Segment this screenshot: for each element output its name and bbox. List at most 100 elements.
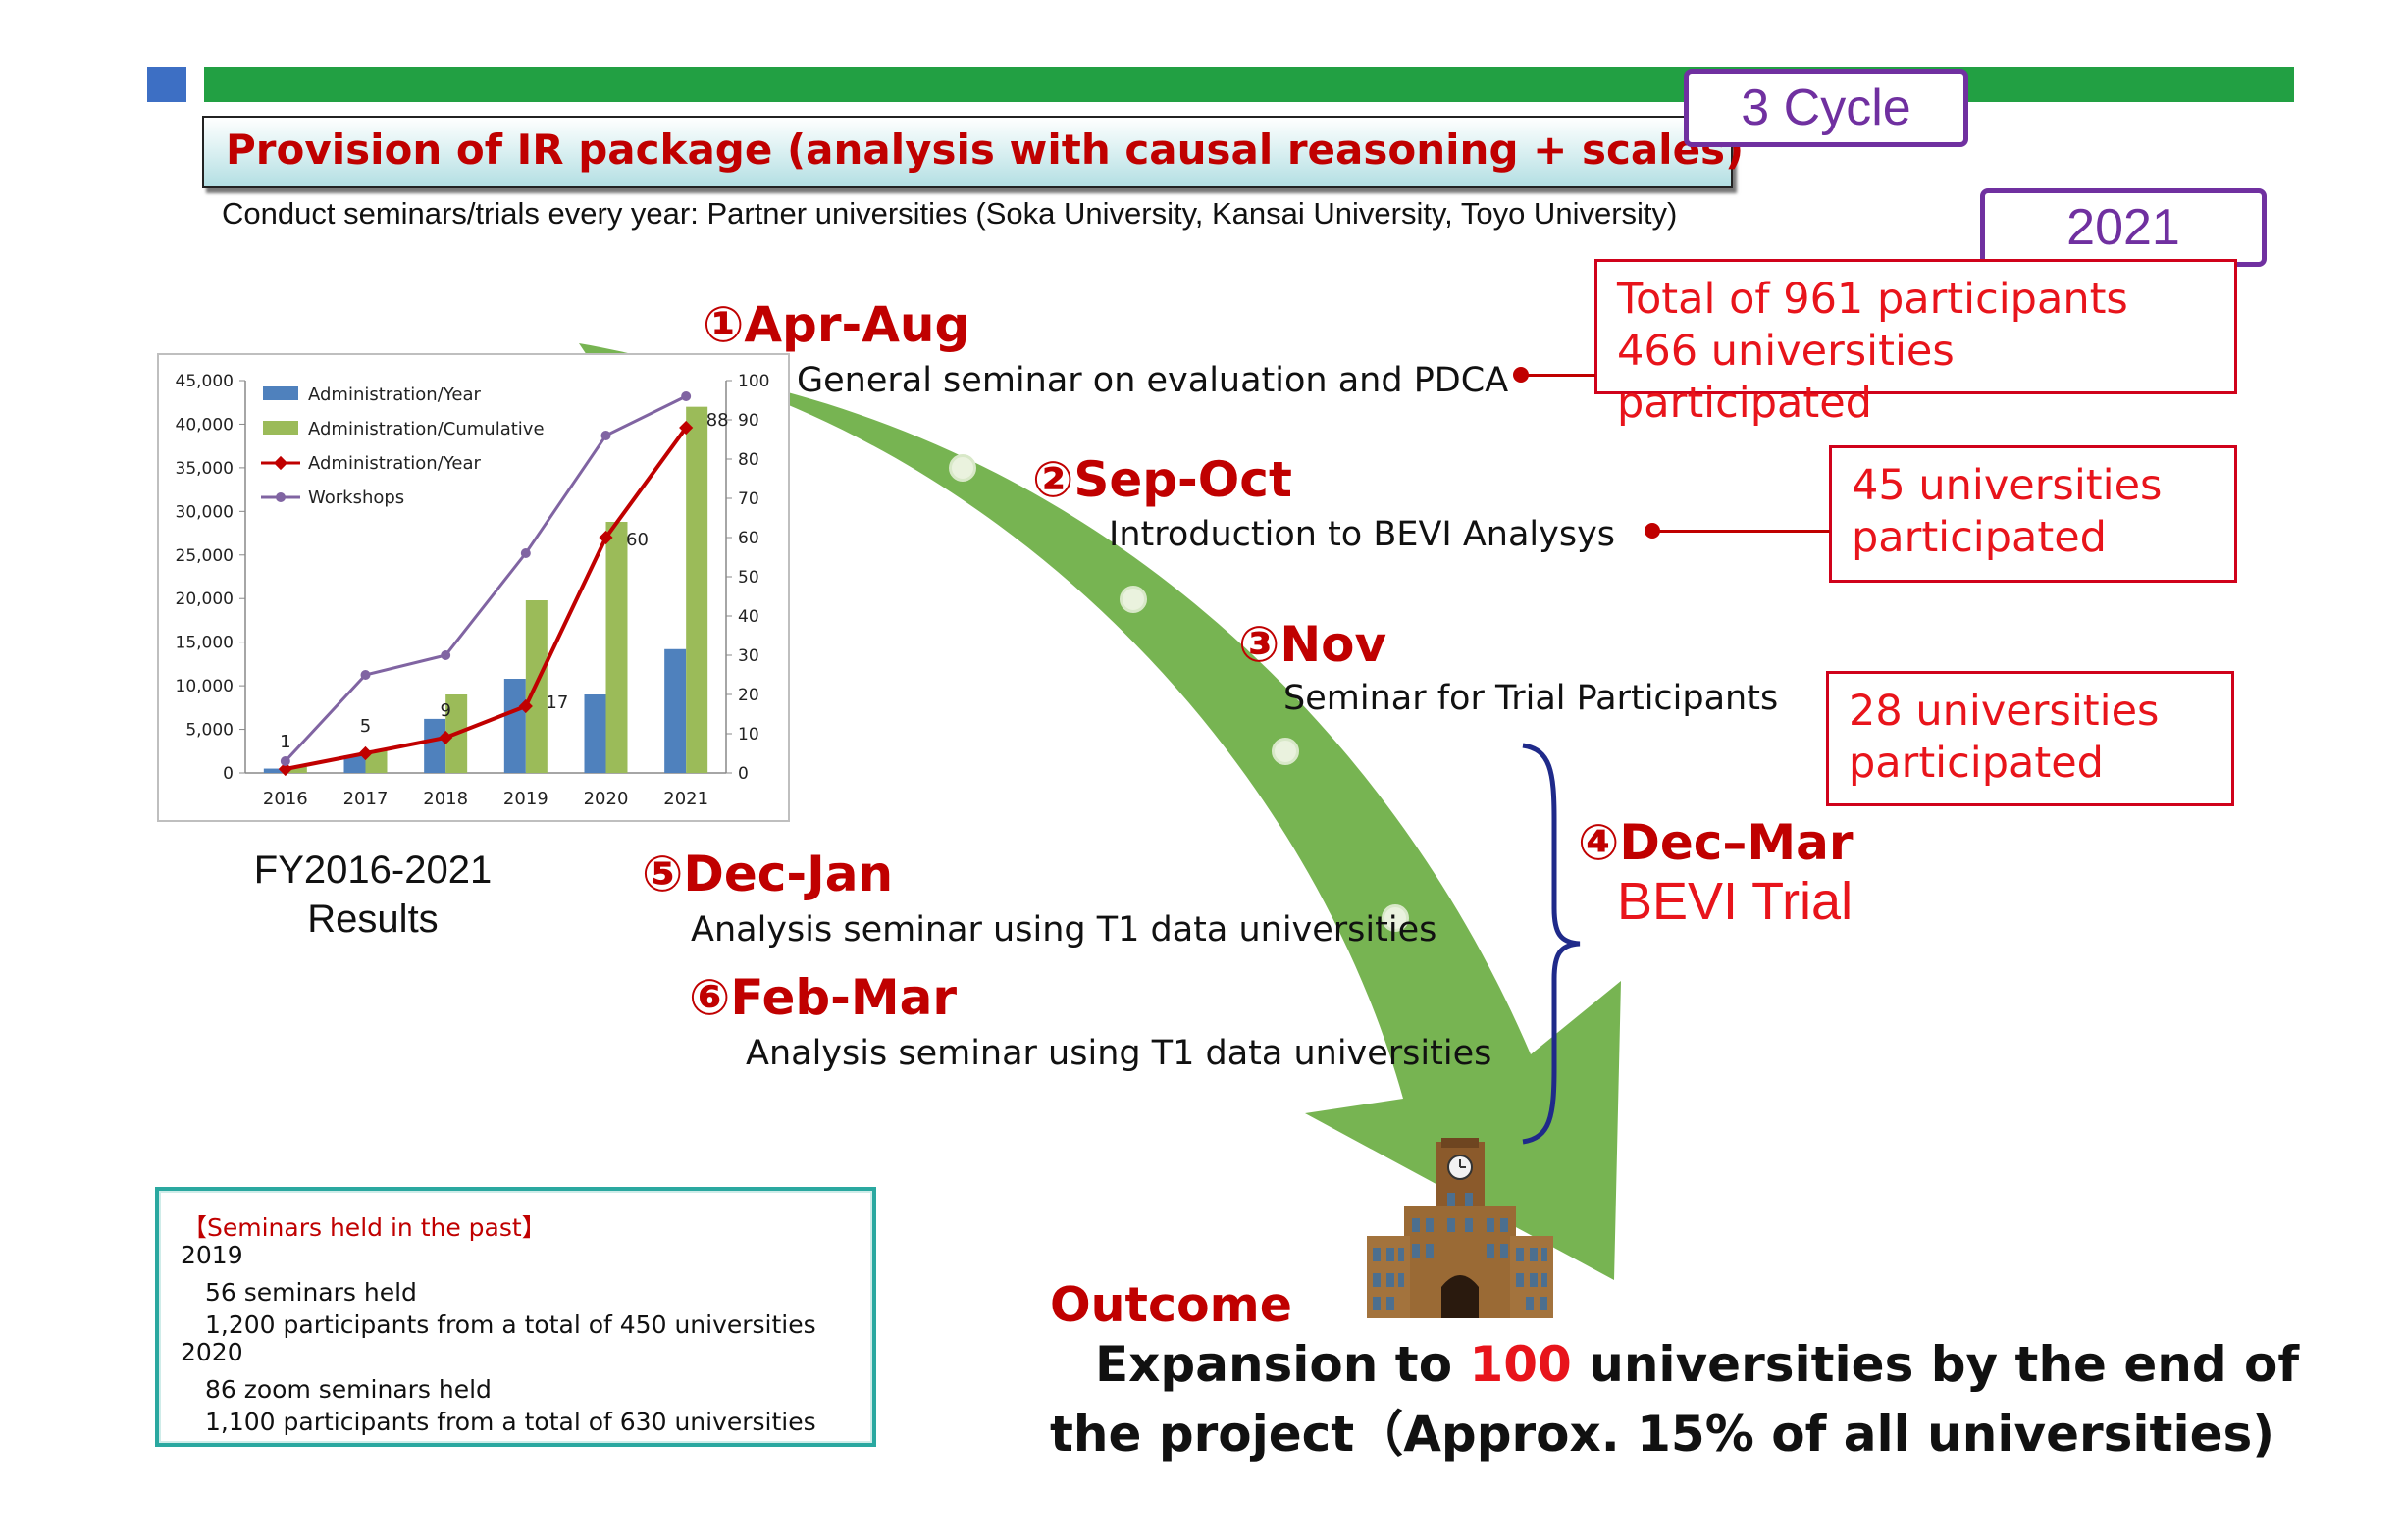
y-tick-label-left: 45,000 bbox=[176, 372, 234, 391]
chart-point bbox=[439, 730, 453, 745]
step-6-title: ⑥Feb-Mar bbox=[689, 969, 958, 1026]
step-3-title: ③Nov bbox=[1238, 616, 1387, 673]
y-tick-label-left: 10,000 bbox=[176, 677, 234, 696]
legend-label: Administration/Year bbox=[308, 385, 481, 405]
outcome-line-2: the project（Approx. 15% of all universit… bbox=[1050, 1406, 2275, 1463]
past-seminars-box: 【Seminars held in the past】 2019 56 semi… bbox=[155, 1187, 876, 1447]
page-title: Provision of IR package (analysis with c… bbox=[226, 126, 1745, 174]
x-tick-label: 2017 bbox=[343, 789, 389, 809]
y-tick-label-right: 20 bbox=[738, 686, 759, 705]
page-subtitle: Conduct seminars/trials every year: Part… bbox=[222, 196, 1678, 231]
step-4-title: ④Dec–Mar bbox=[1578, 814, 1854, 871]
y-tick-label-left: 5,000 bbox=[185, 721, 234, 741]
chart-point bbox=[278, 761, 292, 777]
connector-line-2 bbox=[1658, 530, 1830, 533]
chart-data-label: 88 bbox=[706, 410, 729, 431]
step-4-desc: BEVI Trial bbox=[1617, 872, 1854, 931]
chart-bar bbox=[503, 679, 526, 773]
connector-dot-2 bbox=[1645, 523, 1660, 539]
header-square bbox=[147, 67, 186, 102]
title-box: Provision of IR package (analysis with c… bbox=[202, 116, 1744, 188]
outcome-line-1: Expansion to 100 universities by the end… bbox=[1095, 1336, 2299, 1393]
timeline-dot-3 bbox=[1272, 738, 1299, 765]
chart-point bbox=[358, 745, 373, 761]
x-tick-label: 2019 bbox=[503, 789, 548, 809]
chart-bar bbox=[343, 755, 366, 773]
results-chart: 0 5,000 10,000 15,000 20,000 25,000 30,000 35,0… bbox=[157, 353, 790, 822]
chart-bar bbox=[424, 718, 446, 773]
outcome-text-pre: Expansion to bbox=[1095, 1336, 1470, 1393]
y-tick-label-left: 35,000 bbox=[176, 459, 234, 479]
y-tick-label-right: 50 bbox=[738, 568, 759, 588]
step-1-title: ①Apr-Aug bbox=[703, 296, 970, 353]
chart-bar bbox=[365, 749, 388, 773]
timeline-dot-1 bbox=[949, 454, 976, 482]
y-tick-label-right: 30 bbox=[738, 646, 759, 666]
chart-data-label: 1 bbox=[280, 732, 290, 752]
chart-data-label: 9 bbox=[440, 700, 450, 721]
timeline-dot-4 bbox=[1382, 904, 1409, 932]
chart-point bbox=[600, 431, 611, 440]
x-tick-label: 2016 bbox=[263, 789, 308, 809]
y-tick-label-right: 10 bbox=[738, 725, 759, 744]
y-tick-label-right: 0 bbox=[738, 764, 749, 784]
chart-point bbox=[360, 670, 371, 680]
legend-swatch bbox=[263, 386, 298, 400]
step-5-desc: Analysis seminar using T1 data universit… bbox=[691, 910, 1437, 950]
connector-dot-1 bbox=[1513, 367, 1529, 383]
university-building-icon bbox=[1367, 1138, 1553, 1318]
y-tick-label-left: 20,000 bbox=[176, 590, 234, 609]
chart-bar bbox=[263, 768, 286, 773]
year-badge: 2021 bbox=[1980, 188, 2267, 267]
past-line: 2019 bbox=[181, 1241, 243, 1269]
y-tick-label-left: 0 bbox=[223, 764, 234, 784]
y-tick-label-left: 40,000 bbox=[176, 415, 234, 435]
step-1-desc: General seminar on evaluation and PDCA bbox=[797, 361, 1509, 400]
past-line: 86 zoom seminars held bbox=[181, 1375, 492, 1404]
chart-point bbox=[681, 391, 692, 401]
connector-line-1 bbox=[1527, 374, 1595, 377]
chart-series-line bbox=[284, 394, 687, 763]
y-tick-label-right: 80 bbox=[738, 450, 759, 470]
legend-label: Administration/Year bbox=[308, 453, 481, 474]
outcome-label: Outcome bbox=[1050, 1277, 1292, 1333]
legend-label: Workshops bbox=[308, 488, 404, 508]
past-line: 2020 bbox=[181, 1338, 243, 1366]
chart-point bbox=[520, 548, 531, 558]
chart-bar bbox=[664, 648, 687, 773]
y-tick-label-left: 25,000 bbox=[176, 546, 234, 566]
past-line: 56 seminars held bbox=[181, 1278, 417, 1307]
past-seminars-heading: 【Seminars held in the past】 bbox=[183, 1213, 547, 1242]
step-6-desc: Analysis seminar using T1 data universit… bbox=[746, 1034, 1492, 1073]
chart-series-line bbox=[285, 426, 688, 771]
step-5-title: ⑤Dec-Jan bbox=[642, 846, 894, 902]
chart-point bbox=[280, 756, 290, 766]
y-tick-label-right: 40 bbox=[738, 607, 759, 627]
chart-caption: FY2016-2021 Results bbox=[253, 848, 493, 941]
result-box-1: Total of 961 participants 466 universiti… bbox=[1594, 259, 2237, 428]
chart-data-label: 5 bbox=[360, 716, 371, 737]
past-line: 1,200 participants from a total of 450 u… bbox=[181, 1310, 816, 1339]
y-tick-label-right: 100 bbox=[738, 372, 769, 391]
y-tick-label-left: 30,000 bbox=[176, 502, 234, 522]
chart-bar bbox=[686, 406, 708, 773]
chart-point bbox=[679, 420, 694, 436]
step-3-desc: Seminar for Trial Participants bbox=[1283, 679, 1779, 718]
past-line: 1,100 participants from a total of 630 u… bbox=[181, 1408, 816, 1436]
y-tick-label-right: 60 bbox=[738, 529, 759, 548]
chart-point bbox=[599, 530, 613, 545]
x-tick-label: 2020 bbox=[584, 789, 629, 809]
y-tick-label-right: 70 bbox=[738, 489, 759, 509]
y-tick-label-right: 90 bbox=[738, 411, 759, 431]
trial-brace bbox=[1522, 743, 1581, 1145]
x-tick-label: 2018 bbox=[423, 789, 468, 809]
legend-label: Administration/Cumulative bbox=[308, 419, 545, 439]
outcome-text-post: universities by the end of bbox=[1571, 1336, 2300, 1393]
chart-point bbox=[441, 650, 451, 660]
chart-data-label: 60 bbox=[626, 530, 649, 550]
result-box-2: 45 universities participated bbox=[1829, 445, 2237, 583]
legend-marker bbox=[276, 492, 286, 502]
cycle-badge: 3 Cycle bbox=[1684, 69, 1968, 147]
chart-bar bbox=[605, 522, 628, 773]
legend-marker bbox=[273, 455, 288, 471]
